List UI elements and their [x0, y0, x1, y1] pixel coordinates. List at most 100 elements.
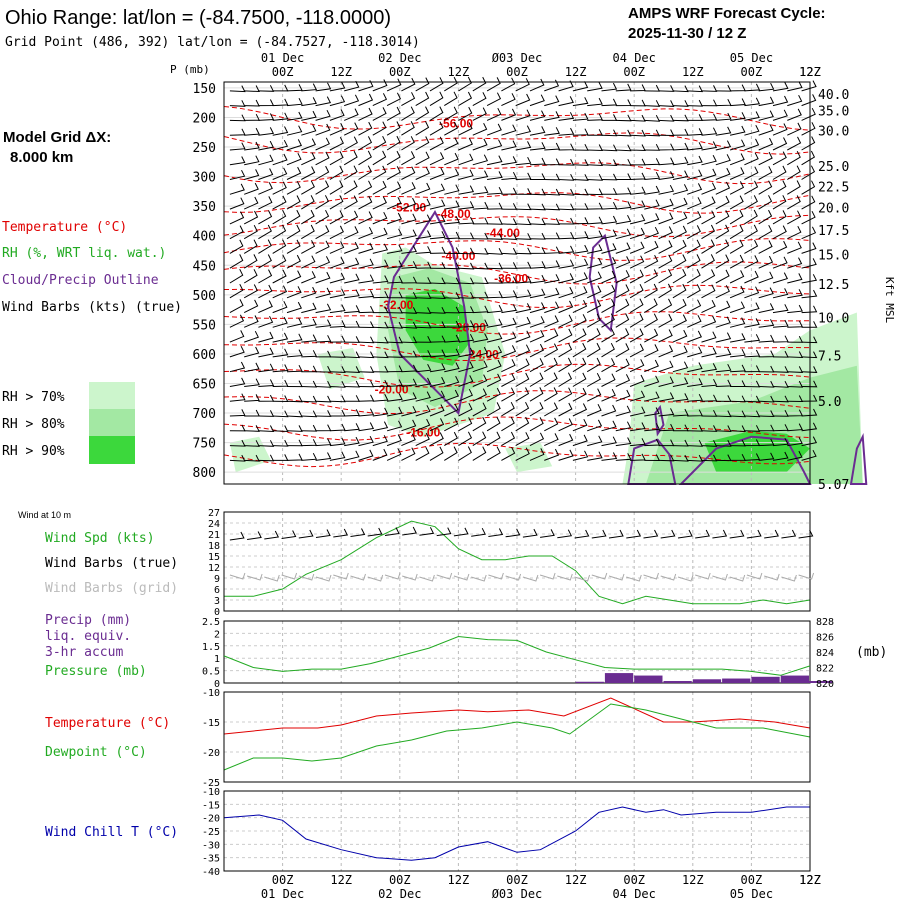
wind-barb — [758, 180, 773, 195]
pressure-tick-label: 150 — [193, 82, 216, 97]
wind-barb — [458, 76, 472, 92]
wind-barb — [301, 452, 318, 461]
wind-barb — [758, 255, 774, 269]
grid-wind-barb — [333, 572, 349, 580]
wind-barb — [687, 169, 703, 180]
wind-barb — [286, 239, 301, 254]
height-tick-label: 17.5 — [818, 224, 849, 239]
wind-barb — [258, 99, 275, 107]
wind-barb — [758, 209, 773, 225]
wind-barb — [544, 287, 560, 299]
wind-barb — [486, 155, 503, 166]
wind-barb — [644, 254, 659, 269]
wind-barb — [286, 453, 303, 461]
wind-barb — [358, 435, 374, 447]
wind-barb — [329, 423, 346, 432]
wind-barb — [444, 76, 458, 92]
wind-barb — [729, 317, 746, 328]
wind-barb — [672, 393, 689, 402]
wind-barb — [701, 182, 717, 195]
wind-barb — [329, 451, 346, 461]
wind-barb — [487, 304, 503, 314]
wind-barb — [572, 403, 588, 417]
wind-barb — [658, 392, 675, 402]
wind-barb — [572, 258, 589, 269]
wind-barb — [444, 152, 459, 166]
wind-barb — [644, 344, 659, 358]
wind-barb — [487, 247, 503, 255]
wind-barb — [358, 150, 372, 166]
grid-wind-barb — [281, 572, 298, 580]
wind-barb — [258, 440, 275, 447]
wind-barb — [315, 137, 330, 151]
wind-barb — [301, 110, 317, 121]
wind-barb — [229, 169, 246, 180]
wind-barb — [572, 357, 587, 373]
wind-barb — [529, 402, 544, 417]
grid-wind-barb — [660, 573, 677, 581]
rh90-swatch — [89, 436, 135, 464]
wind-barb — [472, 186, 489, 195]
wind-barb — [586, 313, 601, 328]
precip-label: Precip (mm) — [45, 613, 131, 628]
bottom-date-label: 05 Dec — [730, 887, 773, 900]
wind-barb — [658, 129, 675, 137]
wind-barb — [744, 453, 761, 461]
wind-barb — [772, 82, 789, 92]
wind-barb — [401, 77, 416, 92]
wind-barb — [458, 169, 474, 180]
wind-barb — [401, 166, 416, 180]
wind-barb — [801, 380, 818, 388]
surface-wind-barb — [540, 529, 555, 538]
wind-barb — [744, 255, 759, 269]
panel-y-tick-label: 1.5 — [202, 642, 220, 653]
wind-barb — [429, 106, 444, 121]
wind-barb — [501, 171, 518, 180]
wind-barb — [615, 242, 631, 254]
wind-barb — [558, 112, 575, 121]
wind-barb — [529, 417, 544, 432]
wind-barb — [444, 277, 461, 285]
wind-barb — [329, 81, 346, 92]
series-line — [223, 703, 811, 771]
wind-barb — [787, 366, 804, 373]
wind-barb — [244, 127, 260, 136]
isotherm-line — [223, 337, 811, 362]
wind-barb — [587, 271, 602, 284]
page-title: Ohio Range: lat/lon = (-84.7500, -118.00… — [5, 7, 391, 29]
wind-barb — [615, 374, 631, 387]
wind-barb — [715, 210, 730, 225]
wind-barb — [272, 98, 289, 107]
wind-barb — [658, 157, 675, 166]
wind-barb — [601, 201, 618, 210]
wind-barb — [444, 91, 458, 107]
wind-barb — [544, 417, 559, 432]
wind-barb — [544, 387, 558, 402]
surface-wind-barb — [367, 527, 383, 537]
wind-barb — [587, 173, 604, 181]
wind-barb — [358, 305, 375, 314]
wind-barb — [415, 377, 432, 387]
wind-barb — [644, 359, 659, 373]
bottom-date-label: 01 Dec — [261, 887, 304, 900]
wind-barb — [529, 316, 545, 328]
wind-barb — [458, 375, 474, 387]
wind-barb — [515, 372, 530, 387]
wind-barb — [787, 437, 803, 447]
wind-barb — [286, 97, 303, 107]
wind-barb — [515, 275, 532, 284]
wind-barb — [229, 283, 244, 299]
wind-barb — [787, 304, 803, 314]
wind-barb — [801, 449, 817, 461]
wind-barb — [343, 180, 358, 195]
wind-barb — [601, 284, 616, 299]
wind-barb — [243, 210, 259, 225]
wind-barb — [444, 389, 459, 402]
pressure-tick-label: 820 — [816, 679, 834, 690]
wind-barb — [258, 127, 275, 136]
wind-barb — [301, 395, 318, 403]
wind-barb — [429, 152, 445, 166]
wind-barb — [601, 144, 618, 152]
wind-barb — [386, 228, 403, 240]
wind-barb — [501, 93, 516, 107]
